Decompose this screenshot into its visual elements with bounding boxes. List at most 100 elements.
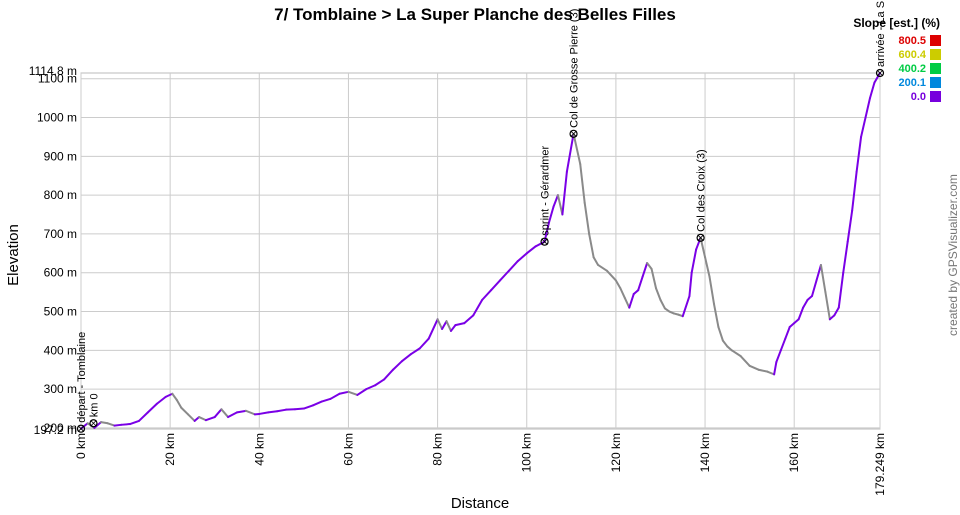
- profile-segment: [741, 356, 750, 366]
- profile-segment: [843, 242, 847, 273]
- profile-segment: [536, 242, 545, 247]
- profile-segment: [643, 263, 647, 277]
- profile-segment: [616, 280, 620, 288]
- profile-segment: [852, 172, 856, 211]
- profile-segment: [870, 83, 874, 99]
- legend-label: 200.1: [898, 77, 926, 89]
- profile-segment: [821, 265, 825, 292]
- plot-frame: [81, 73, 880, 429]
- profile-segment: [776, 350, 780, 362]
- x-axis-title: Distance: [451, 495, 509, 510]
- profile-segment: [620, 288, 624, 298]
- legend-swatch: [930, 49, 941, 60]
- profile-segment: [812, 280, 816, 296]
- profile-segment: [629, 294, 633, 308]
- profile-segment: [861, 118, 865, 137]
- profile-segment: [228, 412, 237, 417]
- profile-segment: [259, 412, 268, 414]
- profile-segment: [101, 422, 108, 423]
- chart-title: 7/ Tomblaine > La Super Planche des Bell…: [274, 5, 676, 24]
- profile-segment: [683, 296, 690, 316]
- profile-segment: [580, 164, 584, 203]
- y-tick-label: 900 m: [44, 149, 77, 163]
- profile-segment: [157, 397, 166, 404]
- waypoint-label: km 0: [88, 393, 100, 417]
- profile-segment: [692, 249, 696, 272]
- waypoint: arrivée - La S: [875, 1, 887, 77]
- y-tick-label: 300 m: [44, 382, 77, 396]
- profile-segment: [277, 410, 286, 412]
- profile-segment: [442, 321, 446, 329]
- elevation-profile: [81, 73, 880, 429]
- y-tick-label: 1000 m: [37, 111, 77, 125]
- y-tick-label: 700 m: [44, 227, 77, 241]
- profile-segment: [366, 385, 375, 389]
- profile-segment: [121, 424, 130, 425]
- profile-segment: [357, 389, 366, 395]
- waypoint-label: départ - Tomblaine: [76, 332, 88, 423]
- profile-segment: [825, 292, 829, 319]
- profile-segment: [767, 372, 774, 375]
- profile-segment: [553, 195, 557, 207]
- x-tick-label: 20 km: [163, 433, 177, 466]
- profile-segment: [839, 273, 843, 308]
- waypoint-label: arrivée - La S: [875, 1, 887, 67]
- legend-swatch: [930, 91, 941, 102]
- profile-segment: [108, 423, 115, 425]
- waypoint-label: Col des Croix (3): [696, 149, 708, 232]
- profile-segment: [221, 409, 228, 417]
- profile-segment: [594, 257, 598, 265]
- profile-segment: [313, 402, 322, 406]
- profile-segment: [177, 400, 181, 408]
- profile-segment: [114, 425, 121, 426]
- profile-segment: [393, 361, 402, 370]
- profile-segment: [322, 399, 331, 402]
- profile-segment: [215, 409, 222, 417]
- profile-segment: [759, 370, 768, 372]
- x-tick-label: 120 km: [609, 433, 623, 472]
- profile-segment: [714, 304, 718, 327]
- profile-segment: [411, 348, 420, 354]
- profile-segment: [598, 265, 607, 271]
- profile-segment: [148, 404, 157, 413]
- waypoint: sprint - Gérardmer: [540, 145, 552, 245]
- profile-segment: [705, 257, 709, 276]
- profile-segment: [625, 298, 629, 308]
- legend-label: 800.5: [898, 35, 926, 47]
- profile-segment: [482, 290, 491, 300]
- profile-segment: [206, 417, 215, 420]
- waypoint-label: sprint - Gérardmer: [540, 145, 552, 235]
- credit-text: created by GPSVisualizer.com: [946, 174, 960, 336]
- profile-segment: [491, 280, 500, 290]
- profile-segment: [562, 172, 566, 215]
- x-tick-label: 0 km: [74, 433, 88, 459]
- profile-segment: [375, 379, 384, 385]
- y-tick-label: 400 m: [44, 343, 77, 357]
- profile-segment: [732, 350, 741, 356]
- legend-swatch: [930, 35, 941, 46]
- profile-segment: [331, 394, 340, 399]
- profile-segment: [188, 414, 195, 421]
- profile-segment: [172, 394, 176, 400]
- profile-segment: [429, 319, 438, 338]
- profile-segment: [647, 263, 651, 269]
- y-tick-label: 600 m: [44, 266, 77, 280]
- profile-segment: [799, 308, 803, 320]
- x-tick-label: 160 km: [787, 433, 801, 472]
- profile-segment: [304, 405, 313, 408]
- profile-segment: [438, 319, 442, 329]
- waypoint: km 0: [88, 393, 100, 426]
- profile-segment: [420, 339, 429, 349]
- profile-segment: [774, 362, 776, 374]
- profile-segment: [181, 408, 188, 415]
- profile-segment: [464, 315, 473, 323]
- profile-segment: [660, 300, 664, 309]
- profile-segment: [384, 370, 393, 380]
- profile-segment: [710, 277, 714, 304]
- x-tick-label: 60 km: [341, 433, 355, 466]
- profile-segment: [166, 394, 173, 397]
- profile-segment: [402, 354, 411, 361]
